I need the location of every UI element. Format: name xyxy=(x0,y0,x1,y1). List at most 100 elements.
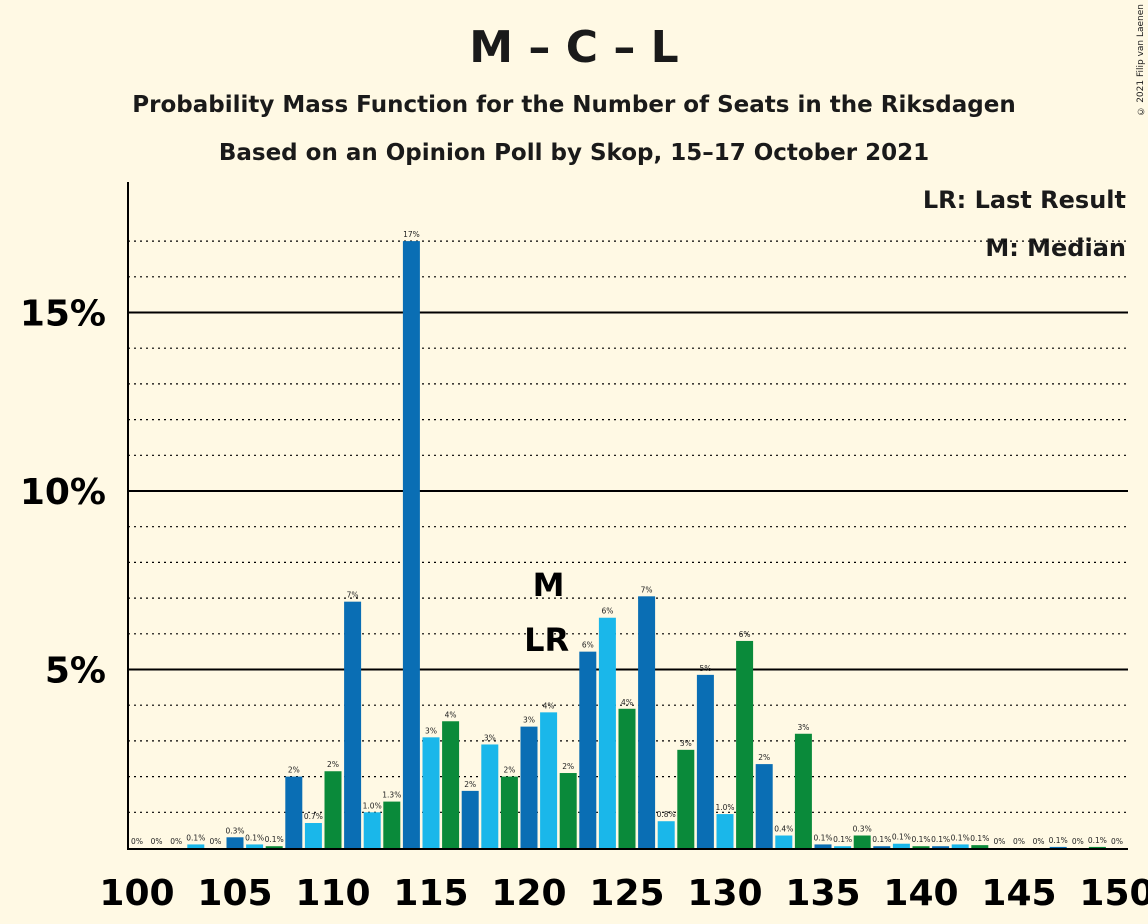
bar-value-label: 0% xyxy=(131,837,143,846)
chart-title: M – C – L xyxy=(469,22,679,73)
bar-value-label: 6% xyxy=(582,641,594,650)
x-tick-label: 100 xyxy=(99,873,174,914)
bar-value-label: 0.4% xyxy=(774,825,793,834)
bar-value-label: 0.1% xyxy=(813,833,832,842)
bar-114 xyxy=(402,241,420,849)
bar-value-label: 0.1% xyxy=(833,835,852,844)
bar-137 xyxy=(853,835,871,848)
bar-value-label: 0.1% xyxy=(265,835,284,844)
bar-122 xyxy=(559,773,577,848)
y-tick-label: 10% xyxy=(20,472,106,513)
bar-119 xyxy=(500,776,518,848)
bar-149 xyxy=(1088,846,1106,848)
bar-value-label: 0% xyxy=(209,837,221,846)
bar-141 xyxy=(932,846,950,848)
bar-value-label: 0% xyxy=(170,837,182,846)
bar-132 xyxy=(755,764,773,848)
bar-110 xyxy=(324,771,342,848)
bar-126 xyxy=(638,596,656,848)
bar-value-label: 3% xyxy=(425,726,437,735)
last-result-marker: LR xyxy=(524,621,569,659)
bar-value-label: 7% xyxy=(347,591,359,600)
bar-value-label: 0.7% xyxy=(304,812,323,821)
bar-131 xyxy=(736,640,754,848)
legend-last-result: LR: Last Result xyxy=(922,186,1126,214)
bar-value-label: 0.1% xyxy=(970,834,989,843)
bar-117 xyxy=(461,790,479,848)
bar-113 xyxy=(383,801,401,848)
x-tick-label: 150 xyxy=(1079,873,1148,914)
bar-147 xyxy=(1049,846,1067,848)
bar-value-label: 0.1% xyxy=(892,833,911,842)
bar-value-label: 0.1% xyxy=(186,833,205,842)
bar-value-label: 3% xyxy=(797,723,809,732)
bar-136 xyxy=(834,846,852,848)
bar-value-label: 0% xyxy=(993,837,1005,846)
bar-133 xyxy=(775,835,793,848)
bar-value-label: 4% xyxy=(445,710,457,719)
bar-106 xyxy=(246,844,264,848)
bar-111 xyxy=(344,601,362,848)
bar-103 xyxy=(187,844,205,848)
legend-median: M: Median xyxy=(985,234,1126,262)
x-tick-label: 105 xyxy=(197,873,272,914)
bar-value-label: 17% xyxy=(403,230,420,239)
bar-142 xyxy=(951,844,969,848)
bar-value-label: 6% xyxy=(601,607,613,616)
bar-value-label: 0.1% xyxy=(931,835,950,844)
bar-105 xyxy=(226,837,244,848)
bar-value-label: 2% xyxy=(288,766,300,775)
bar-128 xyxy=(677,749,695,848)
bar-value-label: 0% xyxy=(1033,837,1045,846)
x-tick-label: 125 xyxy=(589,873,664,914)
bar-value-label: 2% xyxy=(758,753,770,762)
bar-value-label: 0% xyxy=(1072,837,1084,846)
x-tick-label: 120 xyxy=(491,873,566,914)
bar-value-label: 4% xyxy=(543,701,555,710)
bar-112 xyxy=(363,812,381,848)
bar-123 xyxy=(579,651,597,848)
bar-value-label: 0.8% xyxy=(657,810,676,819)
bar-130 xyxy=(716,814,734,848)
bar-121 xyxy=(540,712,558,848)
bar-value-label: 0.3% xyxy=(853,825,872,834)
bar-value-label: 2% xyxy=(464,780,476,789)
bar-value-label: 2% xyxy=(562,762,574,771)
bar-value-label: 0.1% xyxy=(245,833,264,842)
x-tick-label: 110 xyxy=(295,873,370,914)
x-tick-label: 145 xyxy=(981,873,1056,914)
bar-108 xyxy=(285,776,303,848)
bar-value-label: 0% xyxy=(1111,837,1123,846)
chart-subtitle: Probability Mass Function for the Number… xyxy=(132,92,1016,118)
x-tick-label: 115 xyxy=(393,873,468,914)
bar-value-label: 5% xyxy=(699,664,711,673)
bar-value-label: 0.1% xyxy=(1088,836,1107,845)
bar-107 xyxy=(265,846,283,848)
median-marker: M xyxy=(533,566,565,604)
x-tick-label: 130 xyxy=(687,873,762,914)
bar-value-label: 1.0% xyxy=(715,803,734,812)
bar-135 xyxy=(814,844,832,848)
bar-125 xyxy=(618,708,636,848)
bar-value-label: 0% xyxy=(1013,837,1025,846)
bar-value-label: 0.1% xyxy=(951,833,970,842)
y-tick-label: 5% xyxy=(45,651,106,692)
bar-129 xyxy=(696,674,714,848)
bar-value-label: 3% xyxy=(523,716,535,725)
bar-value-label: 3% xyxy=(484,733,496,742)
bar-134 xyxy=(794,733,812,848)
bar-143 xyxy=(971,845,989,848)
bar-127 xyxy=(657,821,675,848)
bar-124 xyxy=(598,617,616,848)
bar-value-label: 6% xyxy=(739,630,751,639)
bar-value-label: 2% xyxy=(327,760,339,769)
bar-109 xyxy=(304,823,322,848)
bar-value-label: 2% xyxy=(503,766,515,775)
bar-140 xyxy=(912,846,930,848)
bar-116 xyxy=(442,721,460,848)
bar-value-label: 0.1% xyxy=(872,835,891,844)
chart-subtitle-poll: Based on an Opinion Poll by Skop, 15–17 … xyxy=(218,140,930,166)
bar-value-label: 0.1% xyxy=(911,835,930,844)
bar-value-label: 0.1% xyxy=(1049,836,1068,845)
